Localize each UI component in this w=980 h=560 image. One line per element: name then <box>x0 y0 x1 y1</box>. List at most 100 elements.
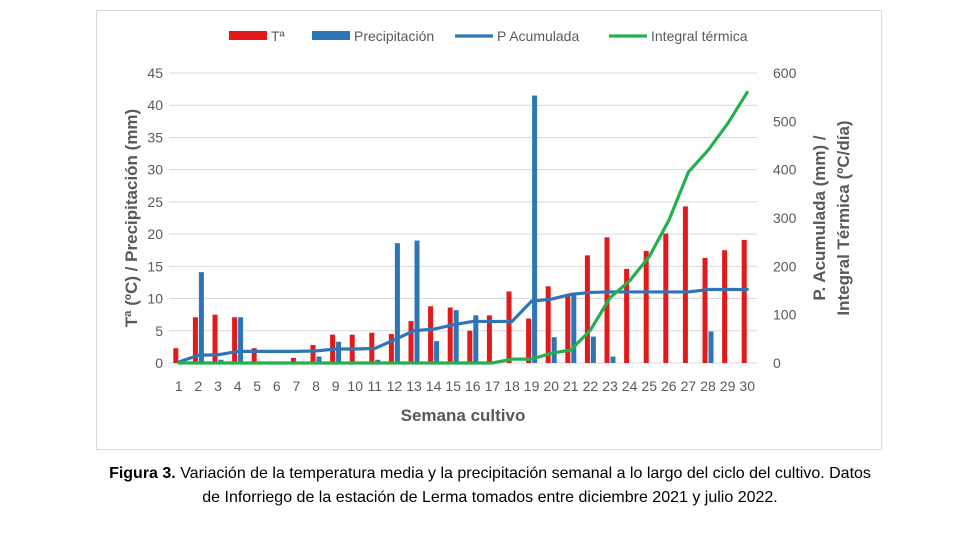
x-tick-label: 1 <box>175 378 183 394</box>
x-tick-label: 5 <box>253 378 261 394</box>
precipitation-bar <box>453 310 459 363</box>
y-left-tick-label: 30 <box>147 162 163 178</box>
temperature-bar <box>232 317 238 363</box>
temperature-bar <box>310 344 316 363</box>
temperature-bar <box>251 348 257 363</box>
legend-precipitacion-label: Precipitación <box>354 28 434 44</box>
x-tick-label: 16 <box>465 378 481 394</box>
x-tick-label: 15 <box>445 378 461 394</box>
x-tick-label: 20 <box>543 378 559 394</box>
x-tick-label: 29 <box>720 378 736 394</box>
x-tick-label: 13 <box>406 378 422 394</box>
temperature-bar <box>682 206 688 363</box>
temperature-bar <box>565 294 571 363</box>
y-right-tick-label: 400 <box>773 162 797 178</box>
x-tick-label: 25 <box>641 378 657 394</box>
x-tick-label: 22 <box>583 378 599 394</box>
y-left-tick-label: 40 <box>147 97 163 113</box>
p-acumulada-line <box>177 287 749 364</box>
x-tick-label: 28 <box>700 378 716 394</box>
precipitation-bar <box>198 272 204 363</box>
x-tick-label: 18 <box>504 378 520 394</box>
y-right-axis-title-line1: P. Acumulada (mm) / <box>810 135 829 301</box>
legend-integral-termica-label: Integral térmica <box>651 28 748 44</box>
y-left-tick-label: 15 <box>147 258 163 274</box>
temperature-bar <box>624 268 630 363</box>
precipitation-bar <box>532 95 538 364</box>
y-right-tick-label: 100 <box>773 307 797 323</box>
chart-frame: 0 5 10 15 20 25 30 35 40 45 0 100 200 300 400 500 600 1 2 3… <box>96 10 882 450</box>
y-left-tick-label: 25 <box>147 194 163 210</box>
x-tick-label: 4 <box>234 378 242 394</box>
figure-caption: Figura 3. Variación de la temperatura me… <box>100 462 880 510</box>
x-tick-label: 14 <box>426 378 442 394</box>
caption-text: Variación de la temperatura media y la p… <box>175 465 871 506</box>
legend-precipitacion-swatch <box>312 31 350 40</box>
x-tick-label: 10 <box>347 378 363 394</box>
temperature-bar <box>526 318 532 363</box>
x-tick-label: 17 <box>485 378 501 394</box>
temperature-bar <box>447 307 453 363</box>
integral-termica-line <box>177 90 749 365</box>
precipitation-bar <box>394 243 400 363</box>
temperature-bar <box>722 250 728 363</box>
x-tick-label: 2 <box>195 378 203 394</box>
y-right-tick-label: 500 <box>773 113 797 129</box>
temperature-bar <box>702 257 708 363</box>
precipitation-bar <box>551 337 557 363</box>
x-axis-title: Semana cultivo <box>401 406 526 425</box>
y-left-tick-label: 10 <box>147 291 163 307</box>
x-tick-label: 27 <box>681 378 697 394</box>
y-right-tick-label: 600 <box>773 65 797 81</box>
legend-temperatura-swatch <box>229 31 267 40</box>
temperature-bar <box>741 239 747 363</box>
y-left-axis-title: Tª (ºC) / Precipitación (mm) <box>122 109 141 327</box>
y-left-tick-label: 45 <box>147 65 163 81</box>
precipitation-bar <box>434 341 440 363</box>
precipitation-bar <box>336 341 342 363</box>
y-right-tick-label: 300 <box>773 210 797 226</box>
y-left-tick-label: 0 <box>155 355 163 371</box>
x-tick-label: 6 <box>273 378 281 394</box>
x-tick-label: 24 <box>622 378 638 394</box>
y-left-tick-label: 20 <box>147 226 163 242</box>
x-tick-label: 11 <box>368 378 383 394</box>
temperature-bar <box>173 348 179 363</box>
precipitation-bar <box>238 317 244 363</box>
temperature-bar <box>643 250 649 363</box>
precipitation-bar <box>590 336 596 363</box>
temperature-bar <box>408 321 414 363</box>
x-tick-label: 19 <box>524 378 540 394</box>
legend-temperatura-label: Tª <box>271 28 286 44</box>
precipitation-bar <box>414 240 420 363</box>
precipitation-bar <box>571 294 577 363</box>
temperature-bar <box>545 286 551 363</box>
precipitation-bar <box>610 356 616 363</box>
temperature-bar <box>486 315 492 363</box>
temperature-bar <box>388 334 394 363</box>
temperature-bar <box>663 233 669 363</box>
x-tick-label: 21 <box>563 378 579 394</box>
temperature-bar <box>192 317 198 363</box>
x-tick-label: 7 <box>293 378 301 394</box>
precipitation-bar <box>316 356 322 363</box>
y-left-tick-label: 5 <box>155 323 163 339</box>
x-tick-label: 12 <box>387 378 403 394</box>
precipitation-bar <box>473 315 479 363</box>
precipitation-bar <box>375 359 381 363</box>
temperature-bar <box>212 314 218 363</box>
x-tick-label: 9 <box>332 378 340 394</box>
precipitation-bar <box>218 359 224 363</box>
temperature-bar <box>584 255 590 363</box>
temperature-bar <box>506 291 512 363</box>
y-right-axis-title-line2: Integral Térmica (ºC/día) <box>834 120 853 315</box>
temperature-bar <box>467 330 473 363</box>
legend-p-acumulada-label: P Acumulada <box>497 28 579 44</box>
x-tick-label: 30 <box>739 378 755 394</box>
y-right-tick-label: 0 <box>773 355 781 371</box>
y-right-tick-label: 200 <box>773 258 797 274</box>
temperature-bar <box>290 357 296 363</box>
x-tick-label: 3 <box>214 378 222 394</box>
x-tick-label: 23 <box>602 378 618 394</box>
